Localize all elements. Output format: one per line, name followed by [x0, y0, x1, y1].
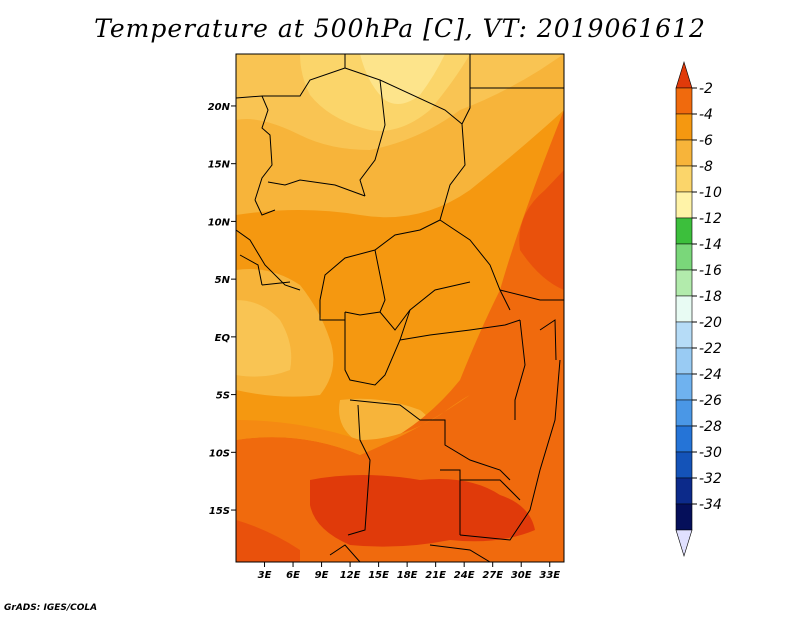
colorbar-swatch	[675, 113, 693, 141]
x-tick-label: 27E	[482, 570, 503, 581]
colorbar-swatch	[675, 503, 693, 531]
colorbar-label: -26	[699, 393, 722, 409]
colorbar-swatch	[675, 217, 693, 245]
colorbar-swatch	[675, 399, 693, 427]
colorbar-label: -18	[699, 289, 722, 305]
x-tick-label: 18E	[397, 570, 418, 581]
colorbar-label: -34	[699, 497, 722, 513]
y-tick-label: 10S	[209, 448, 230, 459]
x-tick-label: 9E	[315, 570, 329, 581]
colorbar-swatch	[675, 373, 693, 401]
colorbar-label: -16	[699, 263, 722, 279]
x-tick-label: 6E	[286, 570, 300, 581]
colorbar-label: -28	[699, 419, 722, 435]
colorbar-label: -30	[699, 445, 722, 461]
grads-credit: GrADS: IGES/COLA	[4, 603, 98, 613]
y-tick-label: 10N	[208, 217, 231, 228]
colorbar-label: -12	[699, 211, 722, 227]
colorbar-label: -4	[699, 107, 713, 123]
x-axis: 3E 6E 9E 12E 15E 18E 21E 24E 27E 30E 33E	[258, 562, 560, 581]
y-tick-label: 20N	[208, 102, 231, 113]
temperature-field	[236, 54, 564, 562]
y-axis: 20N 15N 10N 5N EQ 5S 10S 15S	[208, 102, 236, 517]
colorbar-swatch	[675, 347, 693, 375]
colorbar-swatch	[675, 139, 693, 167]
y-tick-label: 15S	[209, 506, 230, 517]
colorbar-label: -10	[699, 185, 722, 201]
colorbar-label: -20	[699, 315, 722, 331]
y-tick-label: 5N	[215, 275, 231, 286]
x-tick-label: 12E	[340, 570, 361, 581]
x-tick-label: 33E	[539, 570, 560, 581]
colorbar-swatch	[675, 165, 693, 193]
colorbar-label: -2	[699, 81, 713, 97]
colorbar-label: -24	[699, 367, 722, 383]
colorbar-swatch	[675, 451, 693, 479]
y-tick-label: EQ	[215, 333, 231, 344]
colorbar-swatch	[675, 295, 693, 323]
colorbar-swatch	[675, 191, 693, 219]
y-tick-label: 5S	[216, 391, 230, 402]
colorbar-swatch	[675, 321, 693, 349]
colorbar-swatch	[675, 60, 693, 89]
colorbar-label: -32	[699, 471, 722, 487]
colorbar: -2 -4 -6 -8 -10 -12 -14 -16 -18 -20 -22 -24 -26 -28 -3…	[675, 60, 722, 558]
colorbar-swatch	[675, 269, 693, 297]
colorbar-swatch	[675, 529, 693, 558]
colorbar-label: -6	[699, 133, 713, 149]
x-tick-label: 15E	[368, 570, 389, 581]
colorbar-label: -14	[699, 237, 722, 253]
colorbar-swatch	[675, 87, 693, 115]
colorbar-swatch	[675, 477, 693, 505]
country-borders	[236, 54, 564, 562]
x-tick-label: 24E	[454, 570, 475, 581]
x-tick-label: 21E	[425, 570, 446, 581]
colorbar-swatch	[675, 425, 693, 453]
x-tick-label: 30E	[511, 570, 532, 581]
plot-frame	[235, 53, 565, 563]
colorbar-label: -22	[699, 341, 722, 357]
x-tick-label: 3E	[258, 570, 272, 581]
chart-title: Temperature at 500hPa [C], VT: 201906161…	[94, 14, 706, 43]
y-tick-label: 15N	[208, 160, 231, 171]
colorbar-label: -8	[699, 159, 713, 175]
colorbar-swatch	[675, 243, 693, 271]
